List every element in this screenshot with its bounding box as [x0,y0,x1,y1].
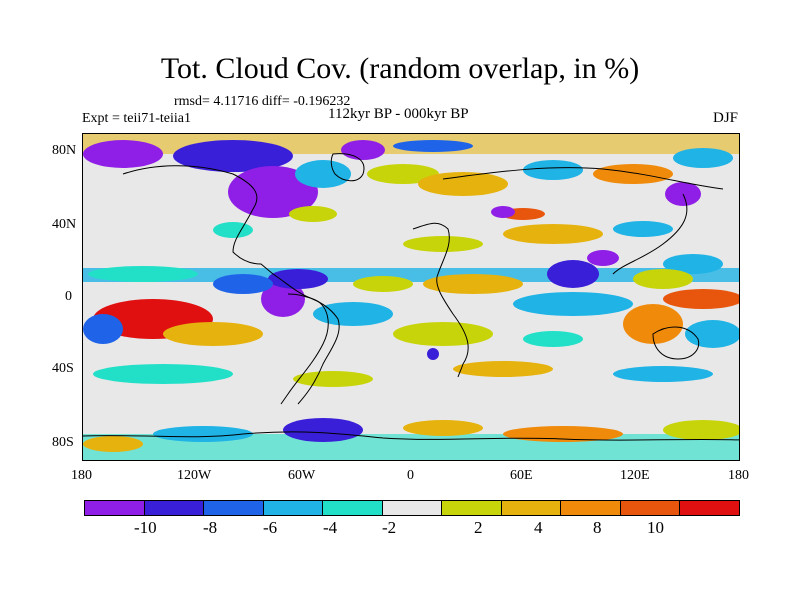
colorbar-swatch [501,501,562,515]
colorbar-swatch [442,501,502,515]
antarctica-coast [83,431,739,441]
colorbar-swatch [323,501,383,515]
colorbar-label: -10 [134,518,157,537]
anomaly-antarctic-band [83,418,739,460]
season-label: DJF [712,110,738,126]
lon-tick-label: 120E [620,468,650,483]
lon-tick-label: 180 [71,468,92,483]
period-label: 112kyr BP - 000kyr BP [328,106,469,122]
colorbar-label: -2 [382,518,397,537]
colorbar-label: -8 [203,518,218,537]
cloud-cover-map [83,134,739,460]
colorbar-swatch [382,501,443,515]
lon-tick-label: 120W [177,468,212,483]
colorbar [84,500,740,516]
coastlines [83,153,739,441]
anomaly-tropics [83,260,739,360]
lat-tick-label: 80S [52,435,74,450]
colorbar-label: 8 [593,518,602,537]
map-panel [82,133,740,461]
lon-tick-label: 180 [728,468,749,483]
lat-tick-label: 0 [65,289,72,304]
lat-tick-label: 80N [52,143,77,158]
colorbar-label: 10 [647,518,664,537]
lat-tick-label: 40N [52,217,77,232]
greenland-coast [330,153,365,182]
colorbar-label: -4 [323,518,338,537]
europe-africa-coast [412,222,469,378]
lon-tick-label: 60W [288,468,316,483]
neutral-background [83,134,739,460]
lon-tick-label: 0 [407,468,414,483]
colorbar-swatch [561,501,621,515]
anomaly-south-midlat [93,361,713,387]
lat-tick-label: 40S [52,361,74,376]
colorbar-label: 2 [474,518,483,537]
experiment-label: Expt = teii71-teiia1 [82,111,191,126]
colorbar-swatch [204,501,264,515]
chart-title: Tot. Cloud Cov. (random overlap, in %) [160,52,640,85]
colorbar-label: 4 [534,518,543,537]
north-america-coast [122,165,329,405]
colorbar-swatch [85,501,145,515]
australia-coast [652,326,700,360]
statistics-text: rmsd= 4.11716 diff= -0.196232 [174,94,351,109]
colorbar-swatch [144,501,205,515]
south-america-coast [287,293,340,405]
colorbar-label: -6 [263,518,278,537]
lon-tick-label: 60E [510,468,533,483]
colorbar-swatch [620,501,681,515]
asia-coast [442,167,724,275]
colorbar-swatch [263,501,324,515]
colorbar-swatch [680,501,740,515]
